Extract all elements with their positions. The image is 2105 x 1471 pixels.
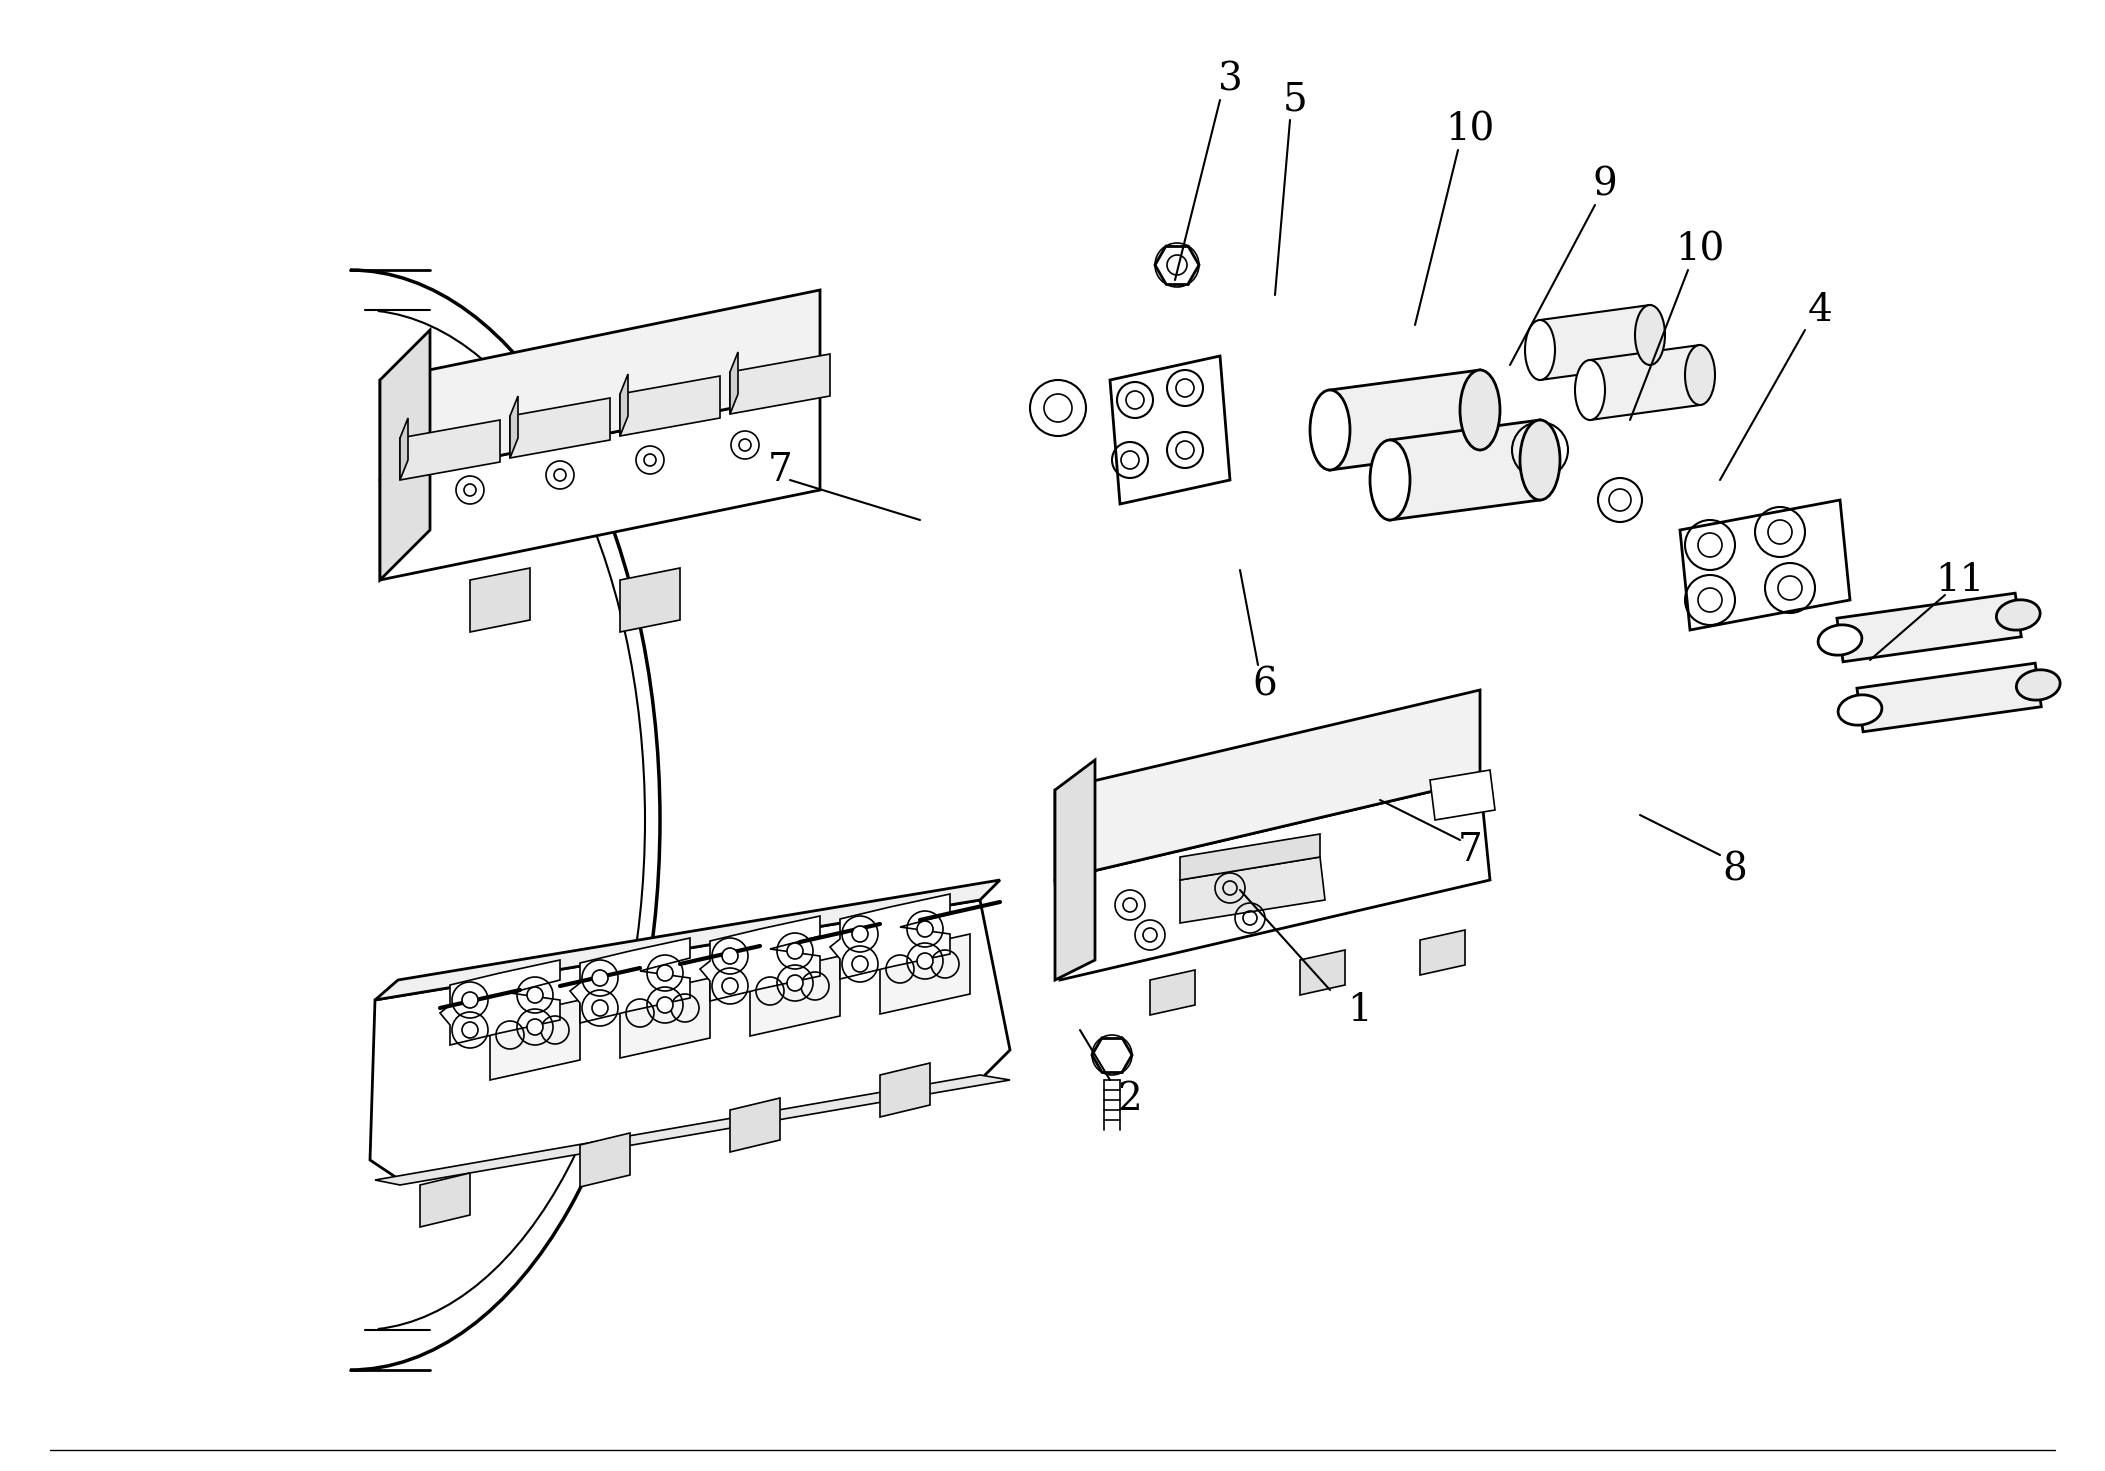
Text: 7: 7 <box>768 452 791 488</box>
Polygon shape <box>375 1075 1010 1186</box>
Circle shape <box>787 943 802 959</box>
Polygon shape <box>621 568 680 633</box>
Circle shape <box>526 987 543 1003</box>
Text: 7: 7 <box>1457 831 1482 868</box>
Ellipse shape <box>1370 440 1410 521</box>
Polygon shape <box>490 1000 581 1080</box>
Polygon shape <box>730 1097 781 1152</box>
Polygon shape <box>1149 969 1196 1015</box>
Polygon shape <box>880 1064 930 1116</box>
Polygon shape <box>421 1172 469 1227</box>
Polygon shape <box>509 399 610 457</box>
Circle shape <box>644 455 657 466</box>
Polygon shape <box>1055 761 1095 980</box>
Circle shape <box>461 1022 478 1039</box>
Circle shape <box>722 947 739 964</box>
Circle shape <box>554 469 566 481</box>
Polygon shape <box>400 421 501 480</box>
Polygon shape <box>581 1133 629 1187</box>
Polygon shape <box>1330 371 1480 471</box>
Ellipse shape <box>1996 600 2040 630</box>
Polygon shape <box>381 390 821 580</box>
Ellipse shape <box>1524 321 1556 380</box>
Polygon shape <box>381 290 821 480</box>
Polygon shape <box>1055 690 1480 880</box>
Ellipse shape <box>1838 694 1882 725</box>
Polygon shape <box>1680 500 1850 630</box>
Circle shape <box>592 1000 608 1016</box>
Polygon shape <box>1589 346 1701 421</box>
Polygon shape <box>1055 780 1490 980</box>
Polygon shape <box>701 916 821 1000</box>
Polygon shape <box>440 961 560 1044</box>
Text: 1: 1 <box>1347 991 1372 1028</box>
Circle shape <box>722 978 739 994</box>
Polygon shape <box>1301 950 1345 994</box>
Text: 10: 10 <box>1446 112 1495 149</box>
Polygon shape <box>1389 421 1541 521</box>
Ellipse shape <box>1819 625 1863 655</box>
Ellipse shape <box>1309 390 1349 471</box>
Ellipse shape <box>1461 371 1501 450</box>
Ellipse shape <box>1575 360 1604 421</box>
Polygon shape <box>469 568 530 633</box>
Circle shape <box>853 927 867 941</box>
Circle shape <box>463 484 476 496</box>
Circle shape <box>657 997 674 1014</box>
Ellipse shape <box>1636 304 1665 365</box>
Text: 8: 8 <box>1722 852 1747 888</box>
Polygon shape <box>621 377 720 435</box>
Polygon shape <box>570 938 690 1022</box>
Circle shape <box>657 965 674 981</box>
Polygon shape <box>509 396 518 457</box>
Text: 6: 6 <box>1252 666 1278 703</box>
Polygon shape <box>381 330 429 580</box>
Polygon shape <box>1857 663 2042 731</box>
Circle shape <box>918 921 933 937</box>
Polygon shape <box>880 934 970 1014</box>
Text: 9: 9 <box>1593 166 1617 203</box>
Circle shape <box>787 975 802 991</box>
Polygon shape <box>749 956 840 1036</box>
Ellipse shape <box>1520 421 1560 500</box>
Polygon shape <box>1181 858 1324 922</box>
Ellipse shape <box>2017 669 2061 700</box>
Polygon shape <box>375 880 1000 1000</box>
Circle shape <box>461 991 478 1008</box>
Circle shape <box>592 969 608 986</box>
Polygon shape <box>621 374 627 435</box>
Text: 11: 11 <box>1934 562 1985 599</box>
Text: 4: 4 <box>1808 291 1833 328</box>
Text: 3: 3 <box>1217 62 1242 99</box>
Polygon shape <box>1181 834 1320 880</box>
Polygon shape <box>370 900 1010 1180</box>
Ellipse shape <box>1684 346 1716 405</box>
Polygon shape <box>1429 769 1495 819</box>
Polygon shape <box>730 355 829 413</box>
Text: 5: 5 <box>1282 81 1307 119</box>
Polygon shape <box>829 894 949 980</box>
Polygon shape <box>730 352 739 413</box>
Text: 2: 2 <box>1118 1081 1143 1118</box>
Polygon shape <box>1838 593 2021 662</box>
Circle shape <box>918 953 933 969</box>
Polygon shape <box>621 978 709 1058</box>
Circle shape <box>526 1019 543 1036</box>
Polygon shape <box>1109 356 1229 505</box>
Circle shape <box>739 438 751 452</box>
Circle shape <box>853 956 867 972</box>
Polygon shape <box>1421 930 1465 975</box>
Text: 10: 10 <box>1676 231 1724 269</box>
Polygon shape <box>1541 304 1650 380</box>
Polygon shape <box>400 418 408 480</box>
